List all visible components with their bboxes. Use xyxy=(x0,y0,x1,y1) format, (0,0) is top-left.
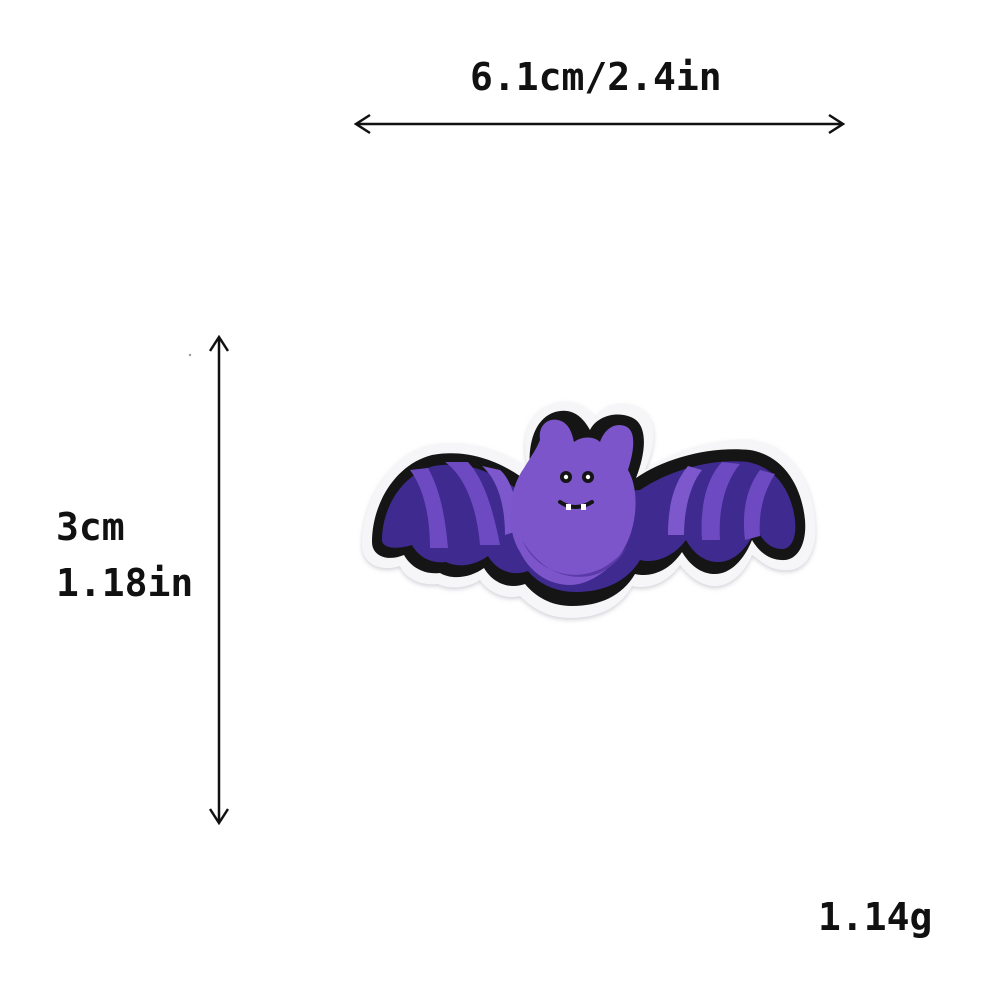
left-fang xyxy=(566,504,571,510)
right-eye-pupil xyxy=(585,474,591,480)
right-fang xyxy=(581,504,586,510)
left-wing-stripe xyxy=(410,468,448,548)
left-eye-pupil xyxy=(563,474,569,480)
right-wing-stripe xyxy=(743,470,775,540)
height-label-cm: 3cm xyxy=(56,505,125,549)
dust-speck xyxy=(188,353,192,357)
right-wing-stripe-3 xyxy=(668,466,702,535)
bat-body xyxy=(510,419,636,585)
left-wing-stripe-2 xyxy=(445,462,500,545)
weight-label: 1.14g xyxy=(818,895,933,939)
height-label-in: 1.18in xyxy=(56,561,194,605)
width-label: 6.1cm/2.4in xyxy=(470,55,722,99)
bat-mouth xyxy=(558,500,594,509)
right-wing-stripe-2 xyxy=(701,462,740,540)
